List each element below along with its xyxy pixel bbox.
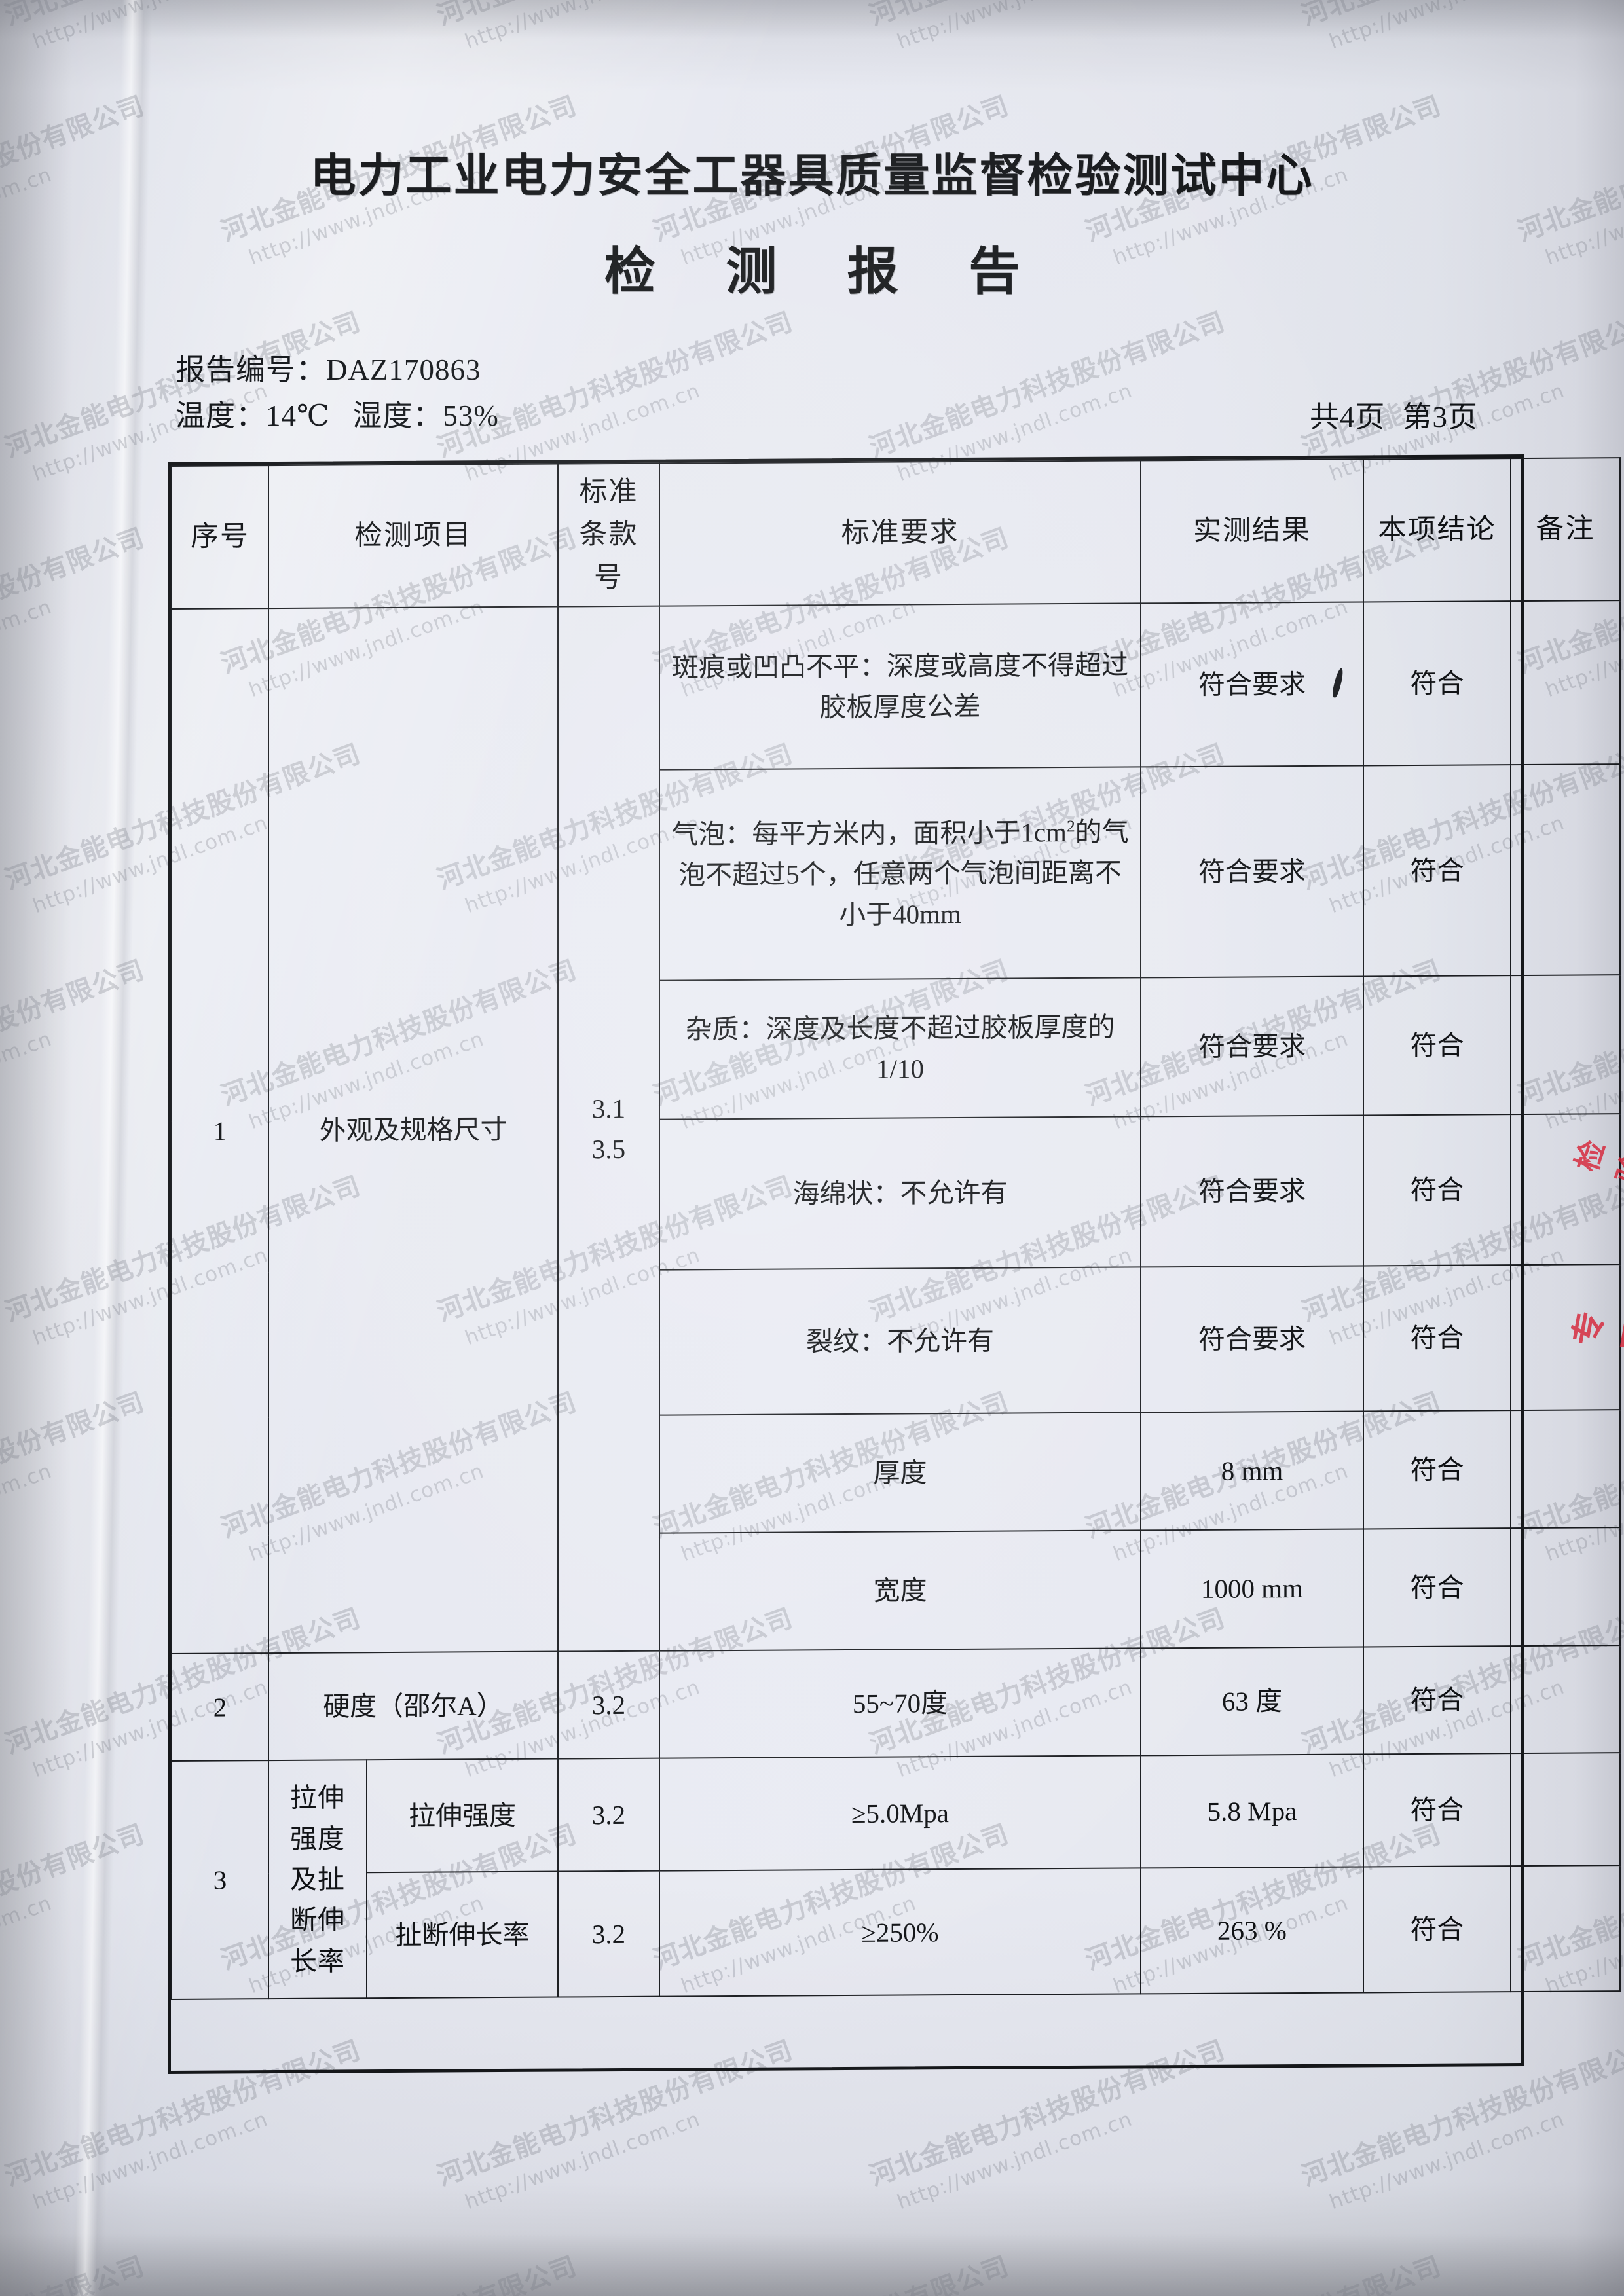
- cell-seq-1: 1: [172, 608, 268, 1654]
- cell-measured-3-1: 5.8 Mpa: [1141, 1754, 1363, 1868]
- results-table-container: 序号 检测项目 标准 条款号 标准要求 实测结果 本项结论 备注 1 外观及规格…: [168, 454, 1620, 2074]
- page-total: 共4页: [1310, 401, 1386, 433]
- col-header-measured: 实测结果: [1141, 459, 1363, 604]
- results-table: 序号 检测项目 标准 条款号 标准要求 实测结果 本项结论 备注 1 外观及规格…: [171, 457, 1621, 2000]
- cell-measured-1-3: 符合要求: [1141, 976, 1363, 1117]
- cell-measured-1-5: 符合要求: [1141, 1266, 1363, 1413]
- cell-requirement-1-6: 厚度: [659, 1412, 1141, 1533]
- cell-measured-2: 63 度: [1141, 1647, 1363, 1756]
- col-header-conclusion: 本项结论: [1363, 458, 1511, 602]
- cell-item-1: 外观及规格尺寸: [268, 606, 558, 1654]
- page-top-shadow: [0, 0, 1624, 39]
- cell-remark-2: [1511, 1645, 1620, 1754]
- environment-conditions: 温度：14℃ 湿度：53%: [175, 392, 499, 434]
- cell-requirement-3-1: ≥5.0Mpa: [659, 1755, 1141, 1871]
- cell-conclusion-1-4: 符合: [1363, 1114, 1511, 1266]
- temperature-value: 14℃: [266, 399, 331, 432]
- cell-conclusion-1-2: 符合: [1363, 765, 1511, 977]
- cell-remark-3-2: [1511, 1865, 1620, 1992]
- table-row: 2 硬度（邵尔A） 3.2 55~70度 63 度 符合: [172, 1645, 1620, 1762]
- cell-measured-1-2: 符合要求: [1141, 765, 1363, 978]
- col-header-clause: 标准 条款号: [558, 463, 659, 607]
- cell-clause-3-1: 3.2: [558, 1758, 659, 1872]
- cell-item-3: 拉伸强度及扯断伸长率: [268, 1760, 367, 1999]
- report-number: 报告编号：DAZ170863: [175, 346, 481, 388]
- cell-measured-1-1: 符合要求: [1141, 602, 1363, 767]
- cell-remark-1-3: [1511, 975, 1620, 1115]
- cell-seq-2: 2: [172, 1653, 268, 1762]
- col-header-clause-line2: 条款号: [579, 519, 638, 593]
- cell-measured-3-2: 263 %: [1141, 1867, 1363, 1994]
- page-title: 电力工业电力安全工器具质量监督检验测试中心: [310, 151, 1314, 202]
- cell-conclusion-1-1: 符合: [1363, 601, 1511, 766]
- cell-clause-1-line1: 3.1: [591, 1093, 626, 1124]
- cell-remark-1-7: [1511, 1527, 1620, 1647]
- cell-remark-3-1: [1511, 1753, 1620, 1867]
- col-header-requirement: 标准要求: [659, 460, 1141, 606]
- report-number-value: DAZ170863: [326, 354, 481, 386]
- cell-seq-3: 3: [172, 1760, 268, 2000]
- cell-clause-1-line2: 3.5: [591, 1134, 626, 1165]
- cell-subitem-3-1: 拉伸强度: [367, 1758, 558, 1873]
- cell-clause-2: 3.2: [558, 1650, 659, 1759]
- page-left-shadow: [0, 0, 72, 2296]
- cell-requirement-1-2: 气泡：每平方米内，面积小于1cm2的气泡不超过5个，任意两个气泡间距离不小于40…: [659, 767, 1141, 981]
- cell-conclusion-1-6: 符合: [1363, 1410, 1511, 1529]
- cell-requirement-1-1: 斑痕或凹凸不平：深度或高度不得超过胶板厚度公差: [659, 603, 1141, 770]
- cell-conclusion-1-3: 符合: [1363, 975, 1511, 1116]
- report-number-label: 报告编号：: [175, 354, 327, 386]
- table-row: 3 拉伸强度及扯断伸长率 拉伸强度 3.2 ≥5.0Mpa 5.8 Mpa 符合: [172, 1753, 1620, 2000]
- cell-requirement-1-3: 杂质：深度及长度不超过胶板厚度的1/10: [659, 977, 1141, 1120]
- cell-requirement-1-7: 宽度: [659, 1530, 1141, 1651]
- cell-requirement-3-2: ≥250%: [659, 1868, 1141, 1997]
- cell-measured-1-4: 符合要求: [1141, 1115, 1363, 1267]
- page-subtitle: 检 测 报 告: [604, 243, 1049, 300]
- col-header-remark: 备注: [1511, 458, 1620, 602]
- cell-measured-1-6: 8 mm: [1141, 1411, 1363, 1531]
- cell-clause-3-2: 3.2: [558, 1870, 659, 1997]
- cell-requirement-2: 55~70度: [659, 1648, 1141, 1758]
- cell-conclusion-3-2: 符合: [1363, 1866, 1511, 1993]
- cell-conclusion-1-7: 符合: [1363, 1528, 1511, 1647]
- humidity-label: 湿度：: [352, 399, 443, 432]
- cell-subitem-3-2: 扯断伸长率: [367, 1871, 558, 1999]
- table-row: 扯断伸长率 3.2 ≥250% 263 % 符合: [172, 1865, 1620, 1999]
- cell-requirement-1-4: 海绵状：不允许有: [659, 1116, 1141, 1270]
- cell-remark-1-6: [1511, 1410, 1620, 1529]
- cell-item-2: 硬度（邵尔A）: [268, 1651, 558, 1761]
- cell-measured-1-7: 1000 mm: [1141, 1529, 1363, 1649]
- col-header-clause-line1: 标准: [579, 476, 638, 508]
- cell-remark-1-5: [1511, 1264, 1620, 1411]
- humidity-value: 53%: [443, 399, 499, 432]
- temperature-label: 温度：: [175, 399, 267, 432]
- table-row: 1 外观及规格尺寸 3.1 3.5 斑痕或凹凸不平：深度或高度不得超过胶板厚度公…: [172, 600, 1620, 1654]
- page-bottom-shadow: [0, 2234, 1624, 2296]
- cell-conclusion-2: 符合: [1363, 1646, 1511, 1755]
- col-header-seq: 序号: [172, 465, 268, 610]
- cell-remark-1-2: [1511, 764, 1620, 976]
- cell-clause-1: 3.1 3.5: [558, 606, 659, 1652]
- cell-conclusion-3-1: 符合: [1363, 1753, 1511, 1867]
- cell-remark-1-4: [1511, 1114, 1620, 1266]
- col-header-item: 检测项目: [268, 464, 558, 609]
- page-indicator: 共4页 第3页: [1310, 393, 1478, 435]
- page-current: 第3页: [1402, 401, 1479, 433]
- cell-remark-1-1: [1511, 600, 1620, 765]
- table-header-row: 序号 检测项目 标准 条款号 标准要求 实测结果 本项结论 备注: [172, 458, 1620, 610]
- cell-requirement-1-5: 裂纹：不允许有: [659, 1267, 1141, 1415]
- cell-conclusion-1-5: 符合: [1363, 1265, 1511, 1412]
